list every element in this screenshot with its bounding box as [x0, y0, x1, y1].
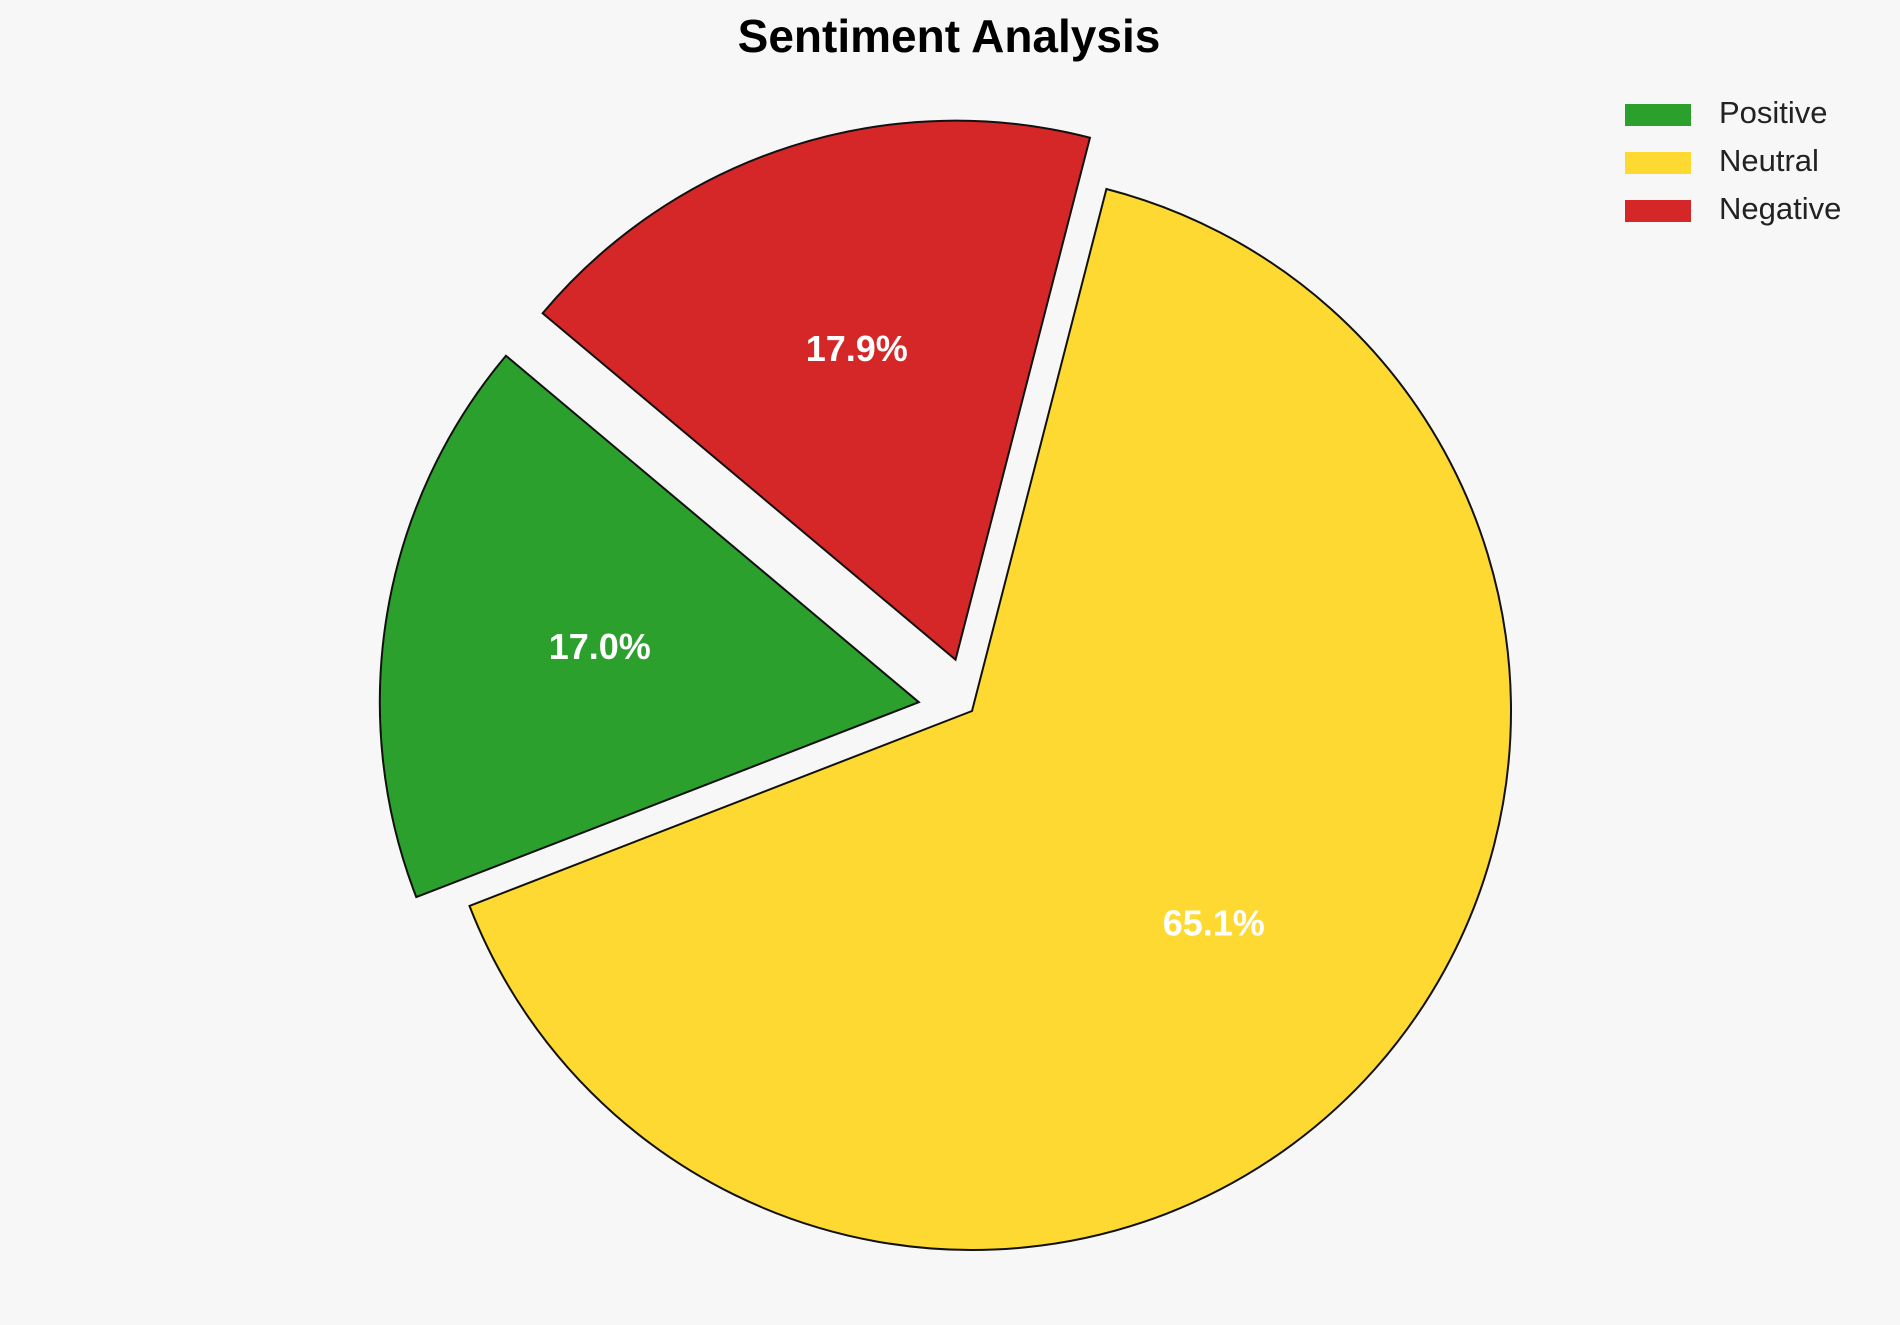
pie-slice — [468, 187, 1512, 1251]
slice-label: 17.9% — [806, 328, 908, 369]
legend-label: Neutral — [1719, 143, 1819, 178]
pie-slice — [378, 354, 921, 899]
pie-slice — [541, 119, 1092, 662]
legend-swatch — [1625, 152, 1691, 174]
legend-label: Positive — [1719, 95, 1828, 130]
legend-label: Negative — [1719, 191, 1841, 226]
slice-label: 17.0% — [549, 626, 651, 667]
legend-swatch — [1625, 200, 1691, 222]
legend-swatch — [1625, 104, 1691, 126]
slice-label: 65.1% — [1163, 902, 1265, 943]
chart-title: Sentiment Analysis — [738, 10, 1161, 62]
